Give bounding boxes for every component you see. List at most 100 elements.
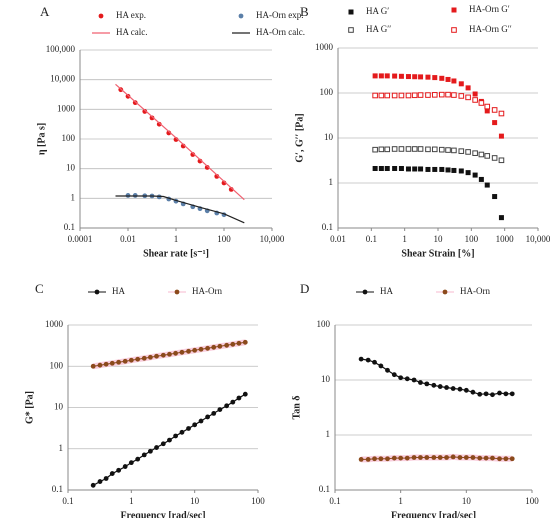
marker [160, 441, 166, 447]
marker [217, 407, 223, 412]
y-tick-label: 10 [321, 374, 331, 384]
marker [490, 392, 495, 398]
marker [186, 348, 191, 354]
marker [205, 414, 210, 420]
marker [458, 81, 464, 87]
legend-marker [348, 27, 354, 33]
marker [451, 78, 457, 84]
marker [498, 133, 504, 139]
panel-letter: D [300, 281, 309, 296]
legend-marker [238, 13, 244, 19]
marker [135, 456, 141, 462]
x-tick-label: 10 [434, 234, 444, 244]
marker [484, 103, 491, 110]
marker [378, 363, 384, 369]
marker [122, 358, 128, 364]
x-axis-label: Shear Strain [%] [401, 248, 474, 259]
marker [391, 146, 398, 152]
marker [444, 455, 449, 460]
marker [431, 455, 437, 460]
marker [391, 372, 397, 378]
x-axis-label: Frequency [rad/sec] [391, 510, 476, 518]
marker [444, 385, 449, 390]
marker [445, 147, 451, 153]
marker [491, 107, 498, 113]
marker [478, 151, 485, 158]
legend-marker [174, 289, 180, 295]
marker [372, 73, 378, 79]
marker [242, 339, 248, 345]
marker [431, 92, 438, 98]
marker [431, 382, 437, 388]
marker [445, 91, 451, 98]
marker [156, 121, 162, 127]
x-tick-label: 0.01 [330, 234, 346, 244]
marker [445, 76, 451, 82]
marker [236, 340, 242, 346]
marker [147, 448, 153, 454]
marker [491, 155, 498, 161]
marker [236, 395, 242, 401]
y-tick-label: 10 [66, 163, 76, 173]
marker [432, 166, 438, 172]
marker [365, 357, 371, 363]
marker [411, 455, 417, 460]
marker [109, 360, 115, 366]
marker [425, 146, 431, 153]
marker [497, 390, 502, 396]
legend-marker [98, 13, 104, 19]
marker [472, 91, 478, 97]
marker [372, 146, 378, 153]
y-tick-label: 1000 [315, 42, 334, 52]
marker [392, 166, 398, 172]
marker [451, 147, 457, 154]
x-tick-label: 0.1 [366, 234, 377, 244]
marker [483, 391, 489, 397]
y-tick-label: 0.1 [319, 484, 330, 494]
x-tick-label: 100 [465, 234, 479, 244]
x-tick-label: 1 [174, 234, 179, 244]
marker [463, 387, 469, 393]
marker [412, 74, 418, 80]
marker [497, 456, 502, 462]
marker [465, 170, 471, 176]
marker [198, 418, 204, 424]
marker [147, 354, 153, 360]
marker [492, 194, 498, 200]
marker [457, 386, 463, 392]
marker [372, 456, 377, 462]
x-tick-label: 100 [525, 496, 539, 506]
marker [398, 73, 404, 79]
marker [378, 92, 385, 99]
marker [378, 166, 384, 172]
marker [97, 479, 103, 484]
marker [457, 455, 463, 460]
marker [211, 410, 217, 416]
marker [438, 146, 445, 153]
y-tick-label: 10 [324, 132, 334, 142]
marker [432, 75, 438, 81]
marker [378, 146, 385, 153]
marker [103, 476, 109, 481]
marker [224, 342, 230, 348]
marker [450, 454, 456, 460]
marker [445, 167, 451, 173]
legend-label: HA-Orn G′ [469, 4, 510, 14]
marker [142, 109, 148, 114]
marker [103, 361, 109, 367]
marker [458, 93, 465, 99]
marker [192, 347, 198, 353]
marker [398, 92, 405, 99]
marker [372, 92, 378, 99]
marker [128, 460, 134, 466]
x-tick-label: 0.01 [120, 234, 136, 244]
y-tick-label: 1 [71, 192, 76, 202]
panel-letter: C [35, 281, 44, 296]
legend-marker [442, 289, 448, 295]
series-line [115, 83, 245, 201]
marker [404, 376, 410, 382]
x-tick-label: 1 [402, 234, 407, 244]
y-tick-label: 100 [320, 87, 334, 97]
marker [472, 172, 478, 178]
marker [392, 73, 398, 79]
